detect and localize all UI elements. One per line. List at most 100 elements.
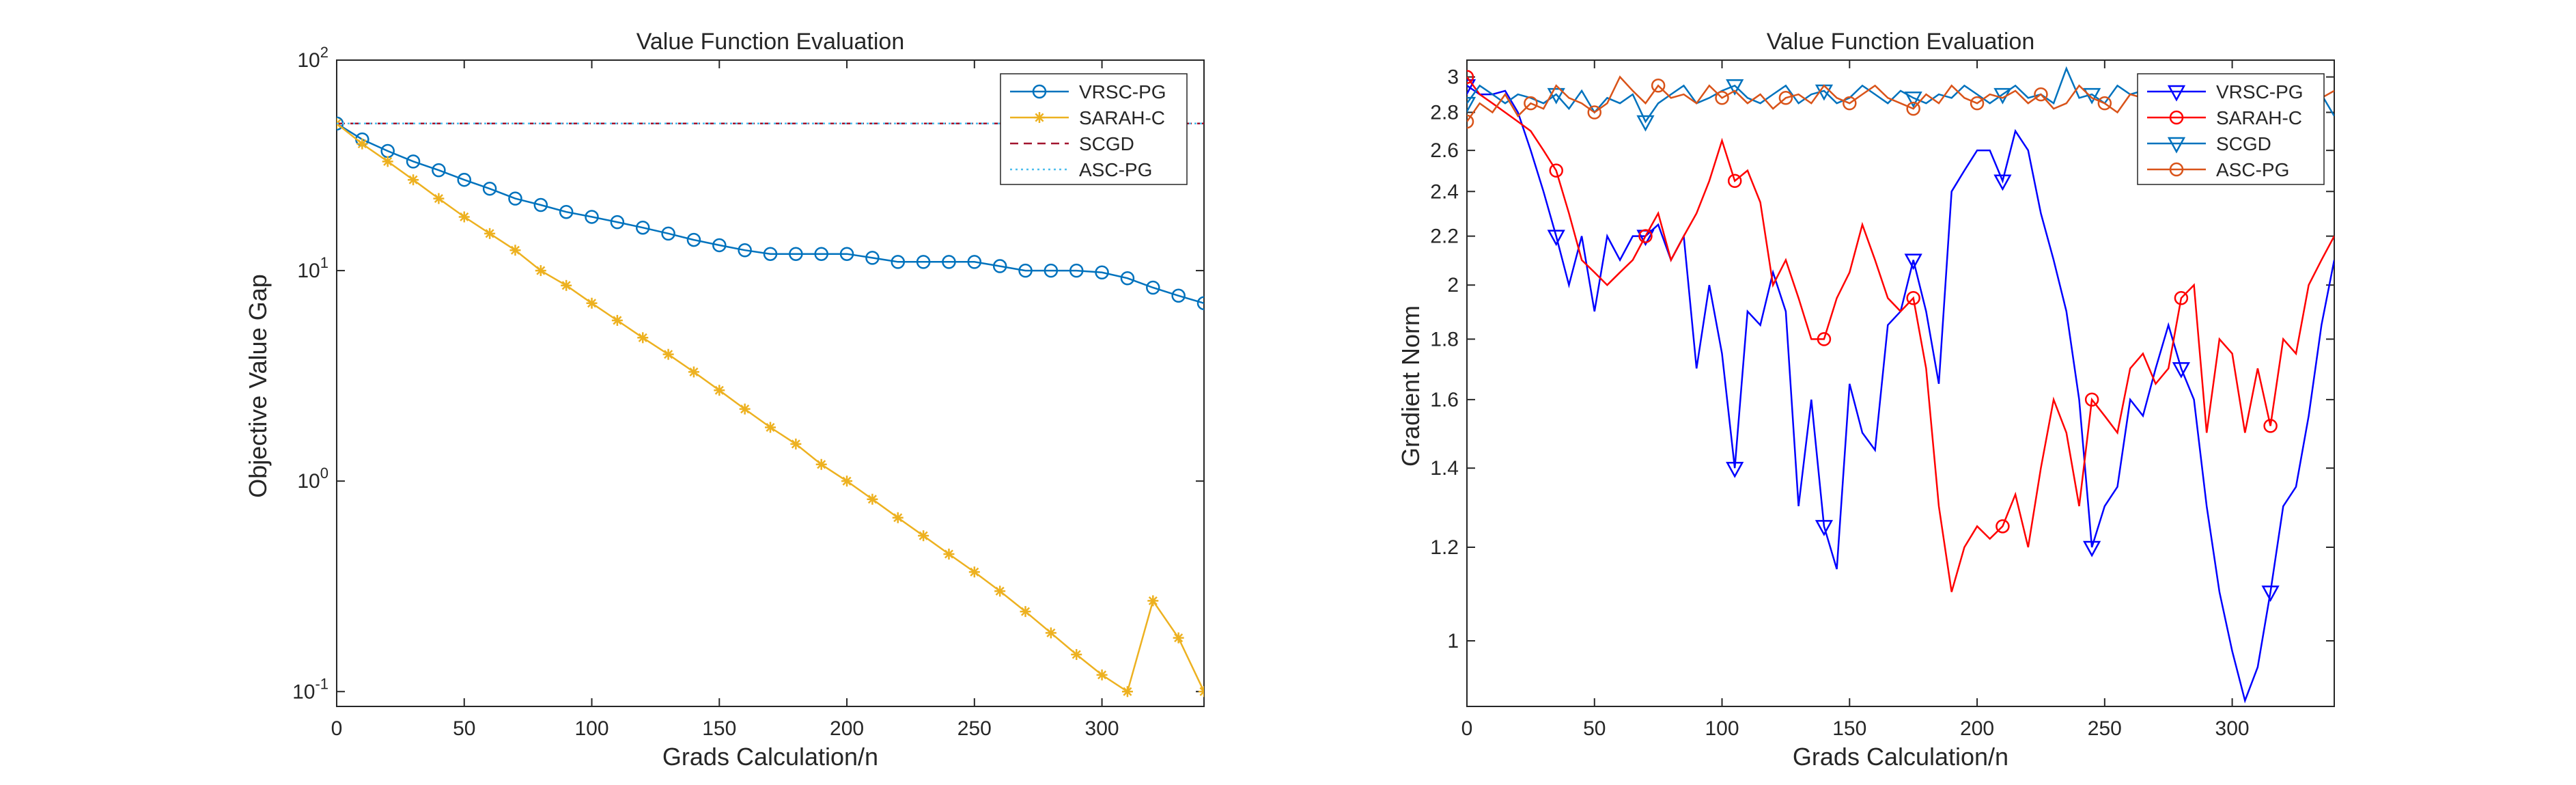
chart-1-series-sarah-c-marker bbox=[2263, 419, 2278, 433]
chart-gradient-norm: Value Function Evaluation Grads Calculat… bbox=[1397, 29, 2335, 771]
chart-1-series-vrsc-pg-marker bbox=[1904, 253, 1922, 271]
chart-0-series-vrsc-pg-marker bbox=[1069, 263, 1084, 278]
chart-1-ytick-label: 2.6 bbox=[1430, 139, 1459, 162]
chart-1-xtick-label: 0 bbox=[1461, 717, 1473, 740]
legend-label: SCGD bbox=[2216, 133, 2271, 154]
legend-swatch-marker bbox=[2167, 85, 2186, 102]
chart-0-ytick-label: 10-1 bbox=[292, 675, 328, 703]
chart-0-series-sarah-c-marker bbox=[484, 228, 496, 239]
chart-0-series-vrsc-pg-marker bbox=[508, 191, 522, 206]
chart-1-series-asc-pg-marker bbox=[1906, 101, 1920, 116]
chart-1-legend-entry-sarah-c: SARAH-C bbox=[2147, 107, 2302, 128]
chart-0-series-sarah-c-marker bbox=[611, 314, 623, 326]
chart-1-series-sarah-c-marker bbox=[1727, 174, 1742, 189]
chart-0-series-vrsc-pg-marker bbox=[763, 247, 778, 261]
chart-1-series-scgd-marker bbox=[2083, 87, 2101, 105]
chart-1-series-asc-pg-marker bbox=[1970, 96, 1985, 111]
chart-0-series-sarah-c-marker bbox=[815, 458, 827, 470]
chart-0-series-vrsc-pg-marker bbox=[992, 259, 1007, 273]
chart-0-legend-box bbox=[1000, 73, 1188, 185]
chart-0-series-sarah-c-marker bbox=[356, 138, 368, 150]
legend-label: SCGD bbox=[1079, 133, 1134, 154]
chart-0-series-sarah-c-marker bbox=[408, 174, 419, 186]
chart-1-ytick-label: 1.8 bbox=[1430, 328, 1459, 350]
chart-1-legend-entry-asc-pg: ASC-PG bbox=[2147, 159, 2289, 180]
chart-1-legend-entry-vrsc-pg: VRSC-PG bbox=[2147, 81, 2304, 102]
chart-0-series-sarah-c bbox=[337, 118, 1204, 698]
chart-1-series-vrsc-pg-marker bbox=[2261, 586, 2280, 602]
chart-1-xtick-label: 300 bbox=[2215, 717, 2250, 740]
chart-0-series-vrsc-pg-marker bbox=[585, 210, 599, 224]
chart-1-series-asc-pg-marker bbox=[1524, 96, 1538, 111]
chart-1-ylabel: Gradient Norm bbox=[1397, 305, 1425, 467]
chart-0-xtick-label: 0 bbox=[331, 717, 343, 740]
chart-0-series-sarah-c-marker bbox=[509, 245, 521, 256]
chart-0-series-vrsc-pg-marker bbox=[738, 243, 752, 258]
chart-0-series-vrsc-pg-line bbox=[337, 122, 1204, 304]
chart-1-ytick-label: 2 bbox=[1447, 274, 1459, 297]
chart-1-xtick-label: 250 bbox=[2088, 717, 2122, 740]
chart-0-legend-entry-sarah-c: SARAH-C bbox=[1010, 107, 1165, 128]
legend-label: VRSC-PG bbox=[1079, 81, 1166, 102]
chart-1-ytick-label: 3 bbox=[1447, 66, 1459, 89]
chart-0-series-sarah-c-marker bbox=[1121, 686, 1133, 698]
chart-1-ytick-label: 1.2 bbox=[1430, 536, 1459, 559]
chart-0-series-sarah-c-marker bbox=[382, 156, 393, 167]
chart-0-series-vrsc-pg-marker bbox=[1171, 288, 1186, 303]
chart-0-series-sarah-c-marker bbox=[1020, 606, 1031, 618]
chart-1-series-sarah-c-marker bbox=[1549, 163, 1563, 178]
chart-0-xtick-label: 50 bbox=[453, 717, 475, 740]
chart-1-series-sarah-c-marker bbox=[1906, 291, 1920, 305]
chart-0-series-vrsc-pg-marker bbox=[1120, 271, 1135, 286]
chart-1-xtick-label: 100 bbox=[1705, 717, 1739, 740]
chart-0-series-sarah-c-marker bbox=[892, 512, 904, 523]
chart-0-series-sarah-c-marker bbox=[994, 586, 1006, 597]
chart-0-series-sarah-c-marker bbox=[1173, 632, 1184, 644]
chart-0-series-sarah-c-marker bbox=[867, 493, 878, 505]
chart-0-series-vrsc-pg-marker bbox=[1018, 263, 1033, 278]
chart-0-legend-entry-vrsc-pg: VRSC-PG bbox=[1010, 81, 1166, 102]
legend-swatch-marker bbox=[1034, 112, 1045, 123]
chart-0-series-vrsc-pg-marker bbox=[432, 163, 446, 178]
chart-0-series-vrsc-pg-marker bbox=[916, 255, 931, 269]
chart-0-ylabel: Objective Value Gap bbox=[244, 274, 272, 498]
chart-1-series-sarah-c-marker bbox=[1638, 229, 1653, 243]
chart-0-series-sarah-c-marker bbox=[918, 530, 929, 542]
chart-0-series-vrsc-pg-marker bbox=[406, 154, 421, 169]
chart-0-legend-entry-asc-pg: ASC-PG bbox=[1010, 159, 1152, 180]
chart-0-series-vrsc-pg-marker bbox=[559, 204, 574, 219]
chart-1-ytick-label: 2.2 bbox=[1430, 225, 1459, 248]
chart-0-series-sarah-c-marker bbox=[1199, 686, 1204, 698]
chart-0-series-sarah-c-marker bbox=[968, 566, 980, 578]
chart-0-series-sarah-c-marker bbox=[765, 422, 776, 433]
chart-0-series-vrsc-pg-marker bbox=[1196, 296, 1204, 311]
legend-swatch-marker bbox=[2169, 162, 2184, 177]
chart-1-ytick-label: 2.8 bbox=[1430, 101, 1459, 124]
chart-1-series-sarah-c-marker bbox=[2084, 392, 2099, 407]
chart-1-series-asc-pg-marker bbox=[1651, 79, 1666, 93]
chart-1-series-sarah-c-marker bbox=[1817, 332, 1832, 346]
chart-0-series-sarah-c-marker bbox=[688, 366, 699, 378]
chart-0-legend: VRSC-PG SARAH-C SCGD ASC-PG bbox=[1000, 73, 1188, 185]
chart-1-series-scgd-marker bbox=[1904, 92, 1922, 108]
chart-0-ytick-label: 102 bbox=[297, 44, 328, 72]
chart-1-series-asc-pg-marker bbox=[1587, 105, 1602, 120]
chart-1-legend: VRSC-PG SARAH-C SCGD ASC-PG bbox=[2137, 73, 2325, 185]
chart-1-series-scgd-marker bbox=[1726, 79, 1744, 96]
chart-0-xtick-label: 300 bbox=[1085, 717, 1119, 740]
chart-1-xtick-label: 200 bbox=[1960, 717, 1994, 740]
chart-0-series-vrsc-pg-marker bbox=[712, 238, 727, 253]
chart-1-series-asc-pg-marker bbox=[2034, 87, 2048, 102]
chart-1-series-vrsc-pg-marker bbox=[1547, 230, 1565, 247]
chart-0-series-vrsc-pg-marker bbox=[635, 220, 650, 235]
chart-0-series-vrsc-pg-marker bbox=[482, 181, 497, 196]
chart-0-series-sarah-c-marker bbox=[943, 549, 955, 560]
chart-0-xtick-label: 200 bbox=[830, 717, 864, 740]
chart-0-series-sarah-c-marker bbox=[1071, 649, 1082, 661]
chart-1-series-asc-pg-marker bbox=[1467, 114, 1474, 129]
chart-0-ytick-label: 100 bbox=[297, 465, 328, 493]
chart-1-ytick-label: 2.4 bbox=[1430, 180, 1459, 203]
chart-0-series-vrsc-pg-marker bbox=[789, 247, 803, 261]
chart-1-ytick-label: 1.6 bbox=[1430, 389, 1459, 411]
